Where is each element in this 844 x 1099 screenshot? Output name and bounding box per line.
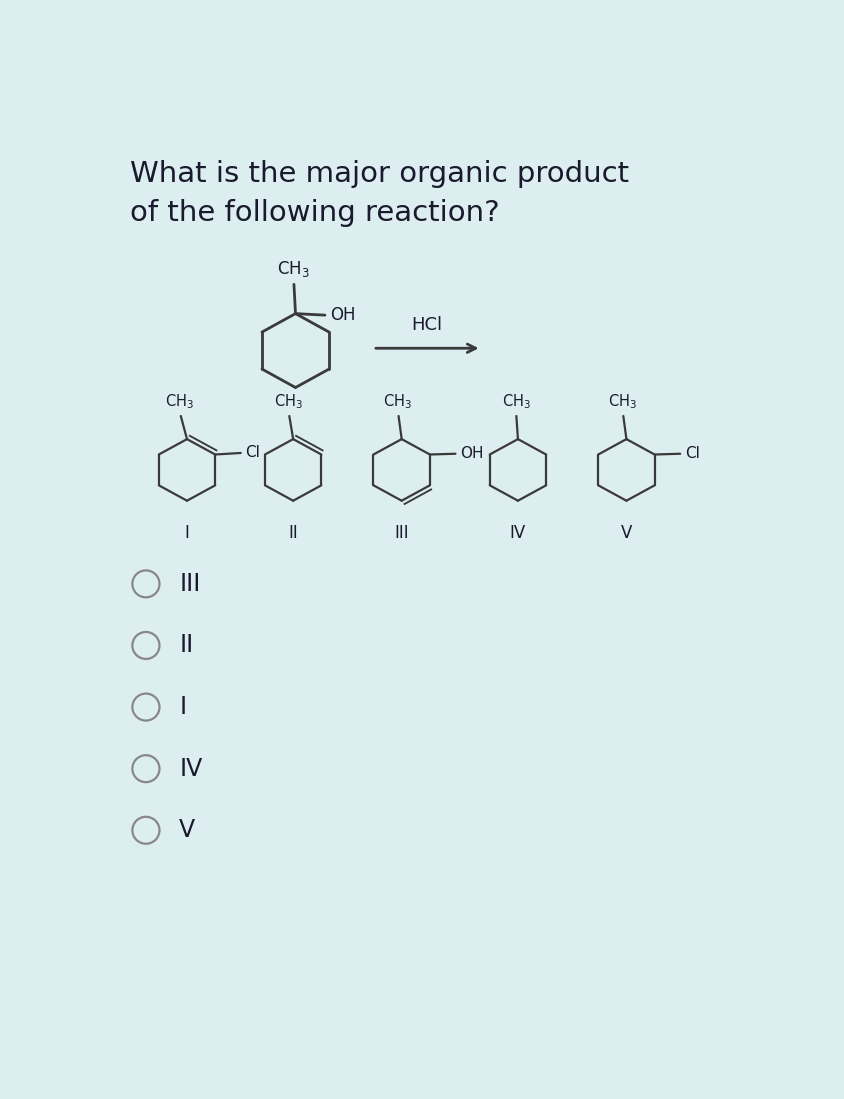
Text: CH$_3$: CH$_3$ [277, 259, 309, 279]
Text: What is the major organic product: What is the major organic product [130, 160, 629, 188]
Text: CH$_3$: CH$_3$ [501, 392, 530, 411]
Text: IV: IV [179, 757, 203, 780]
Text: CH$_3$: CH$_3$ [273, 392, 303, 411]
Text: III: III [179, 571, 200, 596]
Text: II: II [179, 633, 193, 657]
Text: I: I [179, 695, 187, 719]
Text: V: V [179, 819, 195, 842]
Text: IV: IV [509, 524, 526, 542]
Text: OH: OH [330, 307, 355, 324]
Text: CH$_3$: CH$_3$ [165, 392, 193, 411]
Text: II: II [288, 524, 298, 542]
Text: of the following reaction?: of the following reaction? [130, 199, 500, 226]
Text: HCl: HCl [411, 317, 442, 334]
Text: III: III [394, 524, 408, 542]
Text: CH$_3$: CH$_3$ [608, 392, 636, 411]
Text: V: V [620, 524, 631, 542]
Text: Cl: Cl [245, 445, 260, 460]
Text: CH$_3$: CH$_3$ [383, 392, 412, 411]
Text: I: I [184, 524, 189, 542]
Text: Cl: Cl [684, 446, 699, 462]
Text: OH: OH [459, 446, 483, 462]
